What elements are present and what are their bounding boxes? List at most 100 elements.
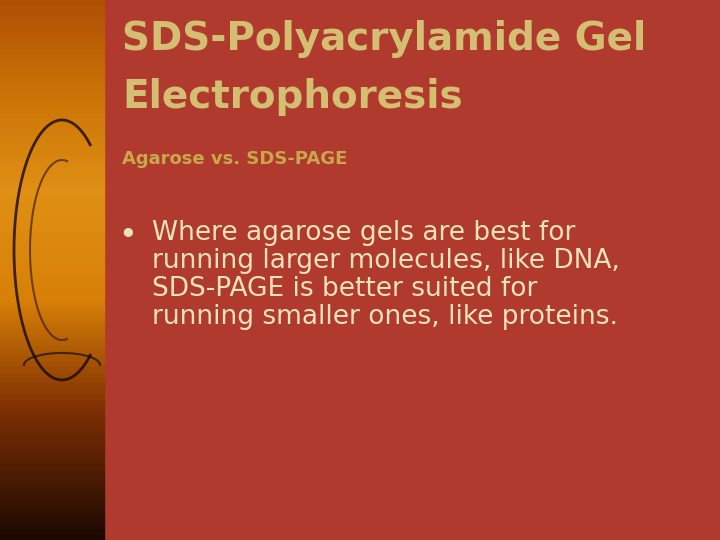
Bar [0,243,104,248]
Bar [0,76,104,81]
Bar [0,70,104,76]
Text: running smaller ones, like proteins.: running smaller ones, like proteins. [153,304,618,330]
Bar [0,491,104,497]
Bar [0,518,104,524]
Bar [0,400,104,405]
Bar [0,448,104,454]
Bar [0,86,104,92]
Bar [0,27,104,32]
Bar [0,464,104,470]
Bar [0,508,104,513]
Bar [0,394,104,400]
Bar [0,362,104,367]
Bar [0,259,104,265]
Bar [0,38,104,43]
Bar [0,184,104,189]
Bar [0,373,104,378]
Bar [0,410,104,416]
Bar [0,157,104,162]
Bar [0,475,104,481]
Bar [0,513,104,518]
Bar [0,5,104,11]
Bar [0,211,104,216]
Bar [0,97,104,103]
Bar [0,103,104,108]
Bar [0,270,104,275]
Bar [0,130,104,135]
Bar [0,81,104,86]
Bar [0,481,104,486]
Bar [0,178,104,184]
Bar [0,329,104,335]
Bar [0,286,104,292]
Text: running larger molecules, like DNA,: running larger molecules, like DNA, [153,248,620,274]
Bar [0,113,104,119]
Bar [0,443,104,448]
Bar [0,151,104,157]
Bar [0,454,104,459]
Bar [0,216,104,221]
Bar [0,524,104,529]
Bar [0,265,104,270]
Bar [0,108,104,113]
Text: SDS-PAGE is better suited for: SDS-PAGE is better suited for [153,276,538,302]
Bar [0,189,104,194]
Bar [0,281,104,286]
Bar [0,378,104,383]
Bar [0,59,104,65]
Bar [0,65,104,70]
Bar [0,92,104,97]
Bar [0,221,104,227]
Bar [0,200,104,205]
Bar [0,502,104,508]
Bar [0,22,104,27]
Bar [0,302,104,308]
Bar [0,335,104,340]
Bar [0,383,104,389]
Bar [0,346,104,351]
Bar [0,32,104,38]
Bar [0,167,104,173]
Bar [0,497,104,502]
Bar [0,205,104,211]
Bar [0,535,104,540]
Bar [0,427,104,432]
Bar [0,227,104,232]
Bar [0,238,104,243]
Bar [0,486,104,491]
Bar [0,119,104,124]
Bar [0,194,104,200]
Bar [0,432,104,437]
Bar [0,459,104,464]
Bar [0,437,104,443]
Bar [0,140,104,146]
Bar [0,389,104,394]
Bar [0,313,104,319]
Bar [0,146,104,151]
Bar [0,232,104,238]
Bar [0,173,104,178]
Bar [0,43,104,49]
Bar [0,356,104,362]
Bar [0,162,104,167]
Bar [0,416,104,421]
Bar [0,275,104,281]
Bar [0,367,104,373]
Bar [0,529,104,535]
Bar [0,135,104,140]
Bar [0,351,104,356]
Text: •: • [118,220,137,251]
Bar [0,292,104,297]
Text: Electrophoresis: Electrophoresis [122,78,463,116]
Bar [0,49,104,54]
Bar [0,324,104,329]
Bar [0,405,104,410]
Bar [0,254,104,259]
Bar [0,16,104,22]
Text: Agarose vs. SDS-PAGE: Agarose vs. SDS-PAGE [122,150,348,168]
Bar [0,470,104,475]
Bar [0,308,104,313]
Bar [0,319,104,324]
Bar [0,297,104,302]
Bar [0,124,104,130]
